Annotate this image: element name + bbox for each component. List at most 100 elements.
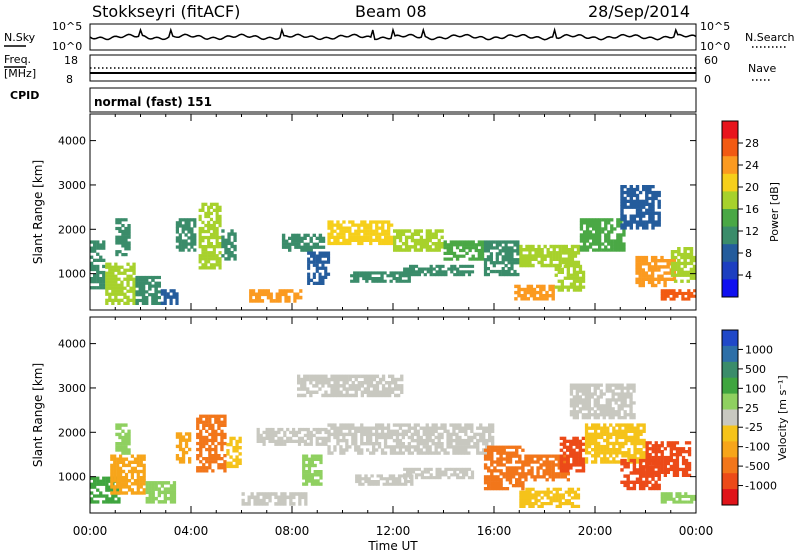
power-panel: 1000 2000 3000 4000 Slant Range [km] xyxy=(31,113,697,311)
noise-panel: N.Sky 10^5 10^0 10^5 10^0 N.Search xyxy=(4,20,795,53)
power-patch xyxy=(115,218,131,257)
power-colorbar-segment xyxy=(722,279,738,298)
noise-left-tick-bottom: 10^0 xyxy=(52,40,82,53)
power-patch xyxy=(393,229,444,252)
power-colorbar-segment xyxy=(722,156,738,175)
power-colorbar-segment xyxy=(722,138,738,157)
power-patch xyxy=(135,275,161,305)
time-tick-label: 08:00 xyxy=(275,524,310,538)
power-y-tick: 4000 xyxy=(58,135,86,148)
power-patch xyxy=(519,244,581,268)
power-colorbar-label: Power [dB] xyxy=(768,182,781,242)
time-tick-label: 04:00 xyxy=(174,524,209,538)
power-colorbar-segment xyxy=(722,261,738,280)
velocity-patch xyxy=(355,474,414,486)
velocity-patch xyxy=(327,423,495,455)
velocity-patch xyxy=(519,487,581,508)
station-title: Stokkseyri (fitACF) xyxy=(92,2,240,21)
noise-left-tick-top: 10^5 xyxy=(52,20,82,33)
freq-left-tick-bottom: 8 xyxy=(66,73,73,86)
velocity-colorbar-segment xyxy=(722,489,738,506)
noise-right-tick-top: 10^5 xyxy=(700,20,730,33)
power-colorbar-segment xyxy=(722,191,738,210)
power-y-label: Slant Range [km] xyxy=(31,160,45,264)
power-y-tick: 3000 xyxy=(58,179,86,192)
date-title: 28/Sep/2014 xyxy=(588,2,690,21)
power-colorbar-tick: 16 xyxy=(745,203,759,216)
velocity-colorbar-tick: -100 xyxy=(745,441,770,454)
noise-sky-line xyxy=(89,27,697,41)
velocity-y-tick: 3000 xyxy=(58,382,86,395)
power-colorbar-segment xyxy=(722,226,738,245)
velocity-colorbar-tick: -1000 xyxy=(745,480,777,493)
power-colorbar-segment xyxy=(722,209,738,227)
freq-right-tick-top: 60 xyxy=(704,54,718,67)
power-patch xyxy=(635,255,677,288)
velocity-colorbar-tick: -500 xyxy=(745,460,770,473)
velocity-y-label: Slant Range [km] xyxy=(31,363,45,467)
freq-label-1: Freq. xyxy=(4,53,31,66)
velocity-colorbar-segment xyxy=(722,441,738,458)
power-colorbar-tick: 12 xyxy=(745,225,759,238)
power-patch xyxy=(160,289,179,305)
power-colorbar-tick: 8 xyxy=(745,247,752,260)
power-patch xyxy=(249,289,303,303)
power-y-tick: 2000 xyxy=(58,223,86,236)
velocity-patch xyxy=(403,467,475,480)
power-colorbar-tick: 20 xyxy=(745,181,759,194)
velocity-patch xyxy=(145,481,177,504)
velocity-heatmap xyxy=(90,374,697,508)
velocity-colorbar-segment xyxy=(722,345,738,363)
freq-label-2: [MHz] xyxy=(4,67,36,80)
velocity-colorbar-tick: 100 xyxy=(745,382,766,395)
velocity-patch xyxy=(241,492,308,506)
velocity-colorbar-label: Velocity [m s⁻¹] xyxy=(776,375,789,460)
power-patch xyxy=(443,240,485,261)
cpid-value: normal (fast) 151 xyxy=(94,95,212,109)
power-patch xyxy=(403,264,475,277)
time-axis-label: Time UT xyxy=(367,539,418,553)
power-patch xyxy=(620,185,661,230)
velocity-colorbar-segment xyxy=(722,425,738,442)
time-tick-label: 00:00 xyxy=(679,524,714,538)
velocity-patch xyxy=(483,445,525,491)
velocity-y-tick: 1000 xyxy=(58,471,86,484)
power-patch xyxy=(175,218,197,252)
velocity-colorbar-tick: 500 xyxy=(745,363,766,376)
power-patch xyxy=(483,240,520,277)
frequency-panel: Freq. [MHz] 18 8 60 0 Nave xyxy=(4,53,776,86)
velocity-colorbar-tick: 1000 xyxy=(745,343,773,356)
power-patch xyxy=(670,247,697,283)
velocity-patch xyxy=(226,436,242,469)
noise-search-label: N.Search xyxy=(745,31,795,44)
power-patch xyxy=(514,284,555,301)
power-patch xyxy=(307,251,331,285)
velocity-colorbar-segment xyxy=(722,330,738,347)
freq-right-tick-bottom: 0 xyxy=(704,73,711,86)
velocity-patch xyxy=(559,436,586,473)
time-tick-label: 20:00 xyxy=(578,524,613,538)
velocity-patch xyxy=(110,454,146,495)
velocity-patch xyxy=(584,423,646,464)
time-tick-label: 00:00 xyxy=(73,524,108,538)
power-colorbar-segment xyxy=(722,244,738,263)
power-patch xyxy=(660,289,697,301)
velocity-colorbar-tick: 25 xyxy=(745,402,759,415)
noise-sky-label: N.Sky xyxy=(4,31,36,44)
time-tick-label: 16:00 xyxy=(477,524,512,538)
velocity-colorbar-tick: -25 xyxy=(745,421,763,434)
power-patch xyxy=(105,262,136,305)
power-colorbar-tick: 4 xyxy=(745,269,752,282)
cpid-panel: CPID normal (fast) 151 xyxy=(10,87,697,113)
power-patch xyxy=(221,229,237,261)
velocity-patch xyxy=(645,441,692,477)
power-patch xyxy=(198,202,222,270)
velocity-patch xyxy=(256,427,328,446)
velocity-patch xyxy=(297,374,404,398)
velocity-y-tick: 2000 xyxy=(58,426,86,439)
power-heatmap xyxy=(90,185,697,305)
freq-left-tick-top: 18 xyxy=(64,54,78,67)
velocity-panel: 1000 2000 3000 4000 Slant Range [km] xyxy=(31,316,697,514)
velocity-colorbar-segment xyxy=(722,409,738,426)
velocity-patch xyxy=(196,414,227,473)
